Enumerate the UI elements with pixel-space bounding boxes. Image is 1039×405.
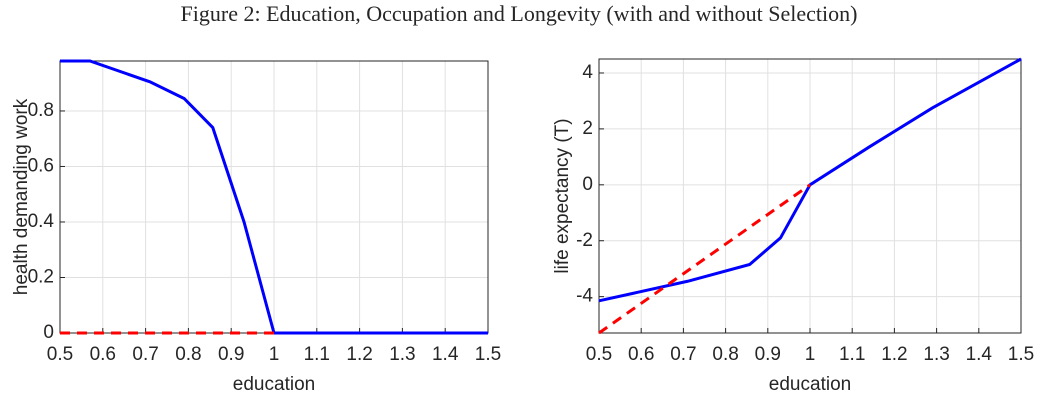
x-tick-label: 1: [269, 344, 280, 365]
x-tick-label: 1: [805, 344, 816, 365]
y-tick-label: 0.2: [28, 267, 54, 288]
x-tick-label: 1.3: [923, 344, 949, 365]
x-tick-label: 0.5: [47, 344, 73, 365]
x-tick-label: 0.5: [586, 344, 612, 365]
x-tick-label: 0.6: [628, 344, 654, 365]
y-tick-label: -4: [576, 286, 593, 307]
y-tick-label: 0: [582, 174, 593, 195]
y-tick-label: 2: [582, 118, 593, 139]
y-tick-label: 0: [43, 322, 54, 343]
x-tick-label: 1.5: [475, 344, 501, 365]
y-tick-label: -2: [576, 230, 593, 251]
y-tick-label: 0.8: [28, 100, 54, 121]
y-axis-label: life expectancy (T): [552, 118, 573, 273]
x-tick-label: 1.1: [839, 344, 865, 365]
x-tick-label: 1.4: [966, 344, 993, 365]
y-tick-label: 4: [582, 62, 593, 83]
x-tick-label: 0.9: [755, 344, 781, 365]
y-tick-label: 0.6: [28, 155, 54, 176]
y-axis-label: health demanding work: [11, 98, 32, 295]
x-tick-label: 0.8: [712, 344, 738, 365]
x-axis-label: education: [769, 374, 851, 395]
line-series: [598, 183, 811, 335]
x-tick-label: 1.5: [1008, 344, 1034, 365]
line-series: [60, 59, 488, 335]
x-axis-label: education: [233, 374, 315, 395]
x-tick-label: 1.4: [432, 344, 459, 365]
x-tick-label: 1.1: [304, 344, 330, 365]
x-tick-label: 1.2: [881, 344, 907, 365]
line-series: [598, 57, 1022, 303]
x-tick-label: 0.7: [132, 344, 158, 365]
x-tick-label: 0.6: [90, 344, 116, 365]
x-tick-label: 0.8: [175, 344, 201, 365]
axes-box: [598, 58, 1022, 334]
x-tick-label: 0.9: [218, 344, 244, 365]
y-tick-label: 0.4: [28, 211, 55, 232]
x-tick-label: 1.2: [346, 344, 372, 365]
x-tick-label: 0.7: [670, 344, 696, 365]
x-tick-label: 1.3: [389, 344, 415, 365]
figure-title: Figure 2: Education, Occupation and Long…: [181, 1, 858, 26]
